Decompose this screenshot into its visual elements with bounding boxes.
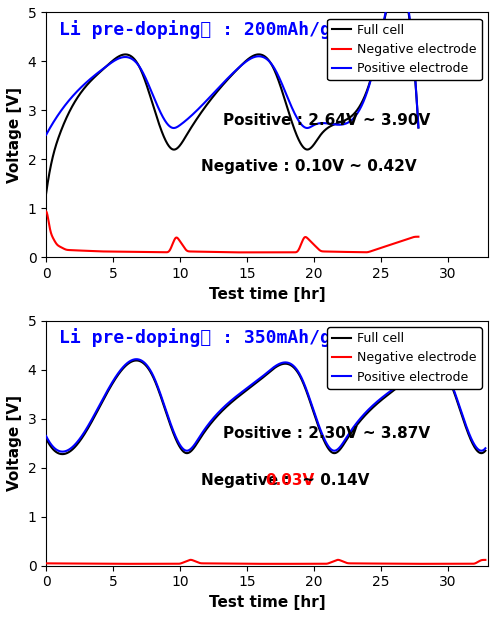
Text: Negative :: Negative :: [201, 473, 295, 487]
Legend: Full cell, Negative electrode, Positive electrode: Full cell, Negative electrode, Positive …: [327, 19, 482, 80]
X-axis label: Test time [hr]: Test time [hr]: [209, 595, 325, 610]
X-axis label: Test time [hr]: Test time [hr]: [209, 286, 325, 302]
Text: Li pre-doping량 : 200mAh/g: Li pre-doping량 : 200mAh/g: [59, 20, 331, 39]
Text: Negative : 0.10V ~ 0.42V: Negative : 0.10V ~ 0.42V: [201, 159, 416, 174]
Text: ~ 0.14V: ~ 0.14V: [297, 473, 369, 487]
Text: 0.03V: 0.03V: [265, 473, 314, 487]
Text: Li pre-doping량 : 350mAh/g: Li pre-doping량 : 350mAh/g: [59, 328, 331, 347]
Text: Positive : 2.30V ~ 3.87V: Positive : 2.30V ~ 3.87V: [223, 426, 430, 441]
Text: Positive : 2.64V ~ 3.90V: Positive : 2.64V ~ 3.90V: [223, 113, 430, 128]
Legend: Full cell, Negative electrode, Positive electrode: Full cell, Negative electrode, Positive …: [327, 327, 482, 389]
Y-axis label: Voltage [V]: Voltage [V]: [7, 87, 22, 183]
Y-axis label: Voltage [V]: Voltage [V]: [7, 395, 22, 491]
